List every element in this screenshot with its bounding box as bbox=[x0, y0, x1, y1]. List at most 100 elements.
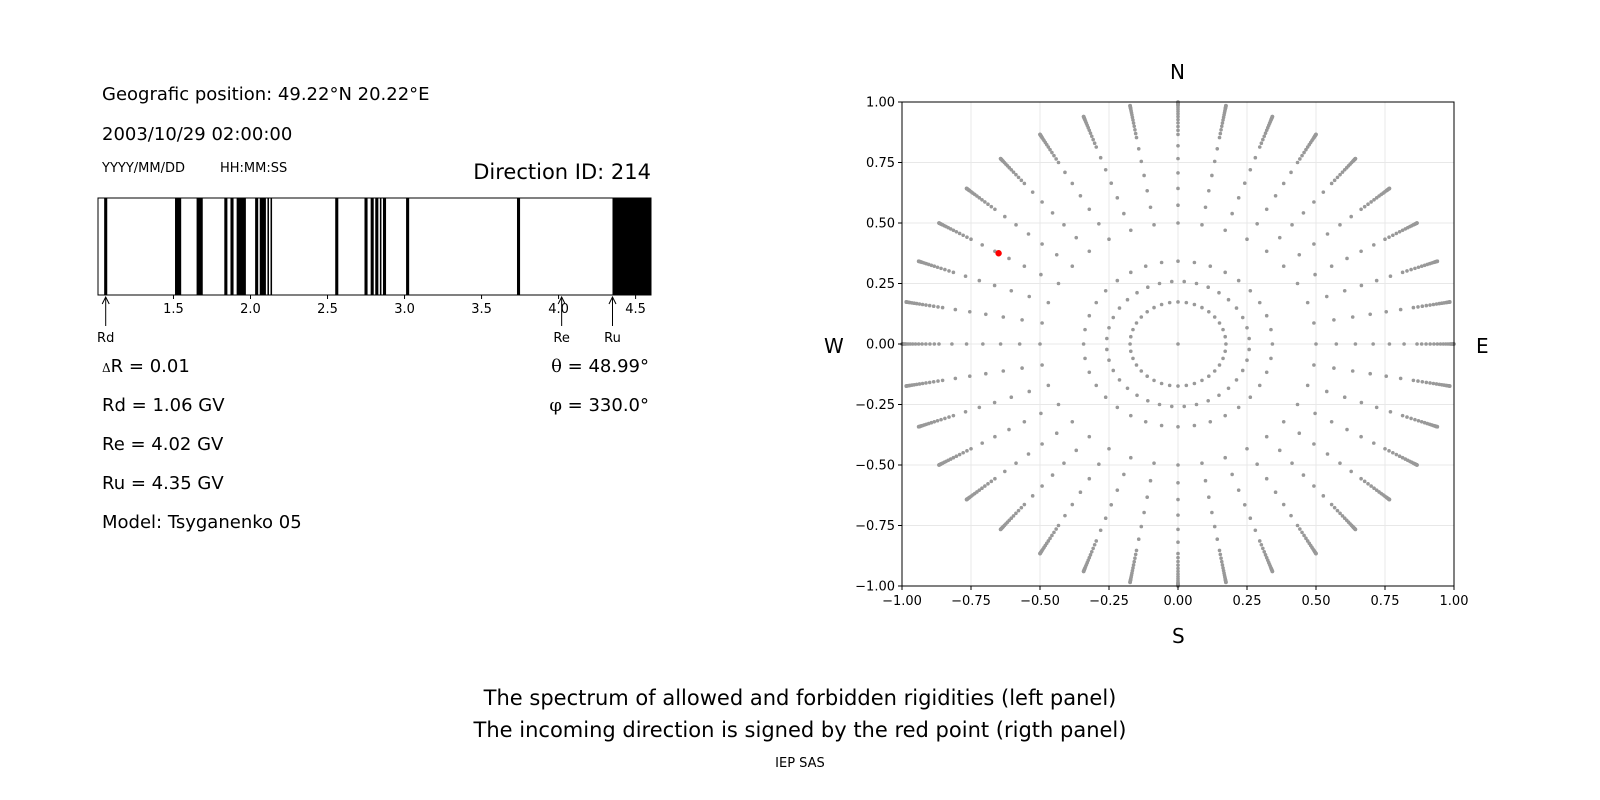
grid-point bbox=[1262, 134, 1267, 139]
grid-point bbox=[1026, 452, 1031, 456]
grid-point bbox=[1040, 442, 1044, 446]
x-tick-label: 3.5 bbox=[471, 302, 492, 317]
grid-point bbox=[1020, 318, 1024, 322]
forbidden-band bbox=[175, 198, 182, 295]
grid-point bbox=[1014, 511, 1018, 516]
grid-point bbox=[1215, 146, 1220, 151]
grid-point bbox=[1087, 370, 1092, 375]
caption-line-1: The spectrum of allowed and forbidden ri… bbox=[483, 686, 1117, 710]
grid-point bbox=[1215, 537, 1220, 542]
grid-point bbox=[931, 379, 936, 384]
grid-point bbox=[1011, 514, 1016, 518]
phi-symbol: φ bbox=[549, 395, 562, 416]
grid-point bbox=[1016, 175, 1021, 180]
grid-point bbox=[1297, 431, 1302, 436]
forbidden-band bbox=[370, 198, 374, 295]
grid-point bbox=[1132, 124, 1137, 129]
marker-label: Ru bbox=[604, 331, 621, 346]
grid-point bbox=[1001, 369, 1006, 373]
grid-point bbox=[1056, 402, 1061, 407]
grid-point bbox=[1159, 423, 1164, 428]
grid-point bbox=[1416, 305, 1420, 309]
grid-point bbox=[1200, 223, 1204, 227]
grid-point bbox=[1262, 549, 1267, 554]
grid-point bbox=[1301, 211, 1306, 215]
grid-point bbox=[1413, 266, 1417, 271]
compass-north: N bbox=[1170, 60, 1185, 84]
grid-point bbox=[1359, 400, 1364, 405]
y-tick-label: −0.25 bbox=[855, 398, 895, 413]
incoming-direction-point bbox=[995, 250, 1002, 257]
grid-point bbox=[1298, 157, 1302, 161]
grid-point bbox=[1019, 178, 1024, 183]
grid-point bbox=[1263, 553, 1268, 557]
grid-point bbox=[993, 476, 997, 481]
grid-point bbox=[947, 269, 951, 273]
grid-point bbox=[1332, 318, 1336, 322]
grid-point bbox=[947, 415, 951, 419]
grid-point bbox=[1203, 478, 1208, 483]
grid-point bbox=[1169, 404, 1174, 409]
grid-point bbox=[1176, 566, 1180, 571]
grid-point bbox=[1176, 203, 1180, 207]
grid-point bbox=[964, 497, 969, 502]
grid-point bbox=[1387, 186, 1392, 191]
grid-point bbox=[1134, 363, 1139, 367]
grid-point bbox=[1087, 207, 1092, 212]
grid-point bbox=[1338, 223, 1342, 227]
grid-point bbox=[1264, 249, 1269, 254]
grid-point bbox=[1217, 290, 1221, 295]
grid-point bbox=[1338, 172, 1342, 177]
grid-point bbox=[1007, 427, 1011, 432]
grid-point bbox=[998, 527, 1003, 532]
grid-point bbox=[1050, 211, 1055, 215]
grid-point bbox=[1420, 379, 1425, 384]
grid-point bbox=[1070, 419, 1075, 424]
plot-y-ticks: −1.00 −0.75 −0.50 −0.25 0.00 0.25 0.50 0.75 1.00 bbox=[855, 96, 902, 595]
grid-point bbox=[1240, 315, 1245, 320]
grid-point bbox=[1131, 118, 1135, 122]
x-tick-label: 2.0 bbox=[240, 302, 261, 317]
forbidden-band bbox=[230, 198, 234, 295]
grid-point bbox=[1419, 342, 1424, 346]
geographic-position: Geografic position: 49.22°N 20.22°E bbox=[102, 84, 430, 105]
grid-point bbox=[1176, 128, 1180, 133]
grid-point bbox=[1277, 235, 1282, 240]
grid-point bbox=[1261, 546, 1265, 551]
grid-point bbox=[1419, 264, 1424, 269]
grid-point bbox=[1003, 214, 1007, 219]
delta-r-text: R = 0.01 bbox=[110, 356, 190, 377]
grid-point bbox=[1342, 288, 1347, 293]
grid-point bbox=[984, 371, 988, 376]
grid-point bbox=[1409, 267, 1413, 272]
grid-point bbox=[1176, 551, 1180, 556]
grid-point bbox=[1432, 342, 1436, 346]
grid-point bbox=[963, 410, 968, 414]
grid-point bbox=[1219, 559, 1224, 564]
grid-point bbox=[1098, 155, 1103, 160]
grid-point bbox=[1428, 381, 1432, 385]
grid-point bbox=[1089, 549, 1094, 554]
grid-point bbox=[1295, 281, 1300, 286]
grid-point bbox=[1295, 402, 1300, 407]
theta-value: θ = 48.99° bbox=[551, 356, 649, 377]
grid-point bbox=[1097, 221, 1101, 226]
x-tick-label: 0.75 bbox=[1371, 594, 1400, 609]
grid-point bbox=[1133, 556, 1137, 561]
grid-point bbox=[950, 342, 954, 346]
grid-point bbox=[1371, 441, 1376, 445]
grid-point bbox=[1368, 371, 1372, 376]
grid-point bbox=[1176, 527, 1180, 532]
grid-point bbox=[920, 342, 924, 346]
grid-point bbox=[1335, 175, 1340, 180]
grid-point bbox=[1176, 540, 1180, 545]
grid-point bbox=[1176, 221, 1180, 225]
grid-point bbox=[1236, 196, 1241, 200]
grid-point bbox=[1302, 533, 1306, 538]
grid-point bbox=[989, 479, 994, 484]
grid-point bbox=[1135, 393, 1139, 398]
x-tick-label: 1.00 bbox=[1440, 594, 1469, 609]
grid-point bbox=[932, 419, 937, 424]
grid-point bbox=[1026, 232, 1031, 236]
grid-point bbox=[1157, 402, 1162, 407]
